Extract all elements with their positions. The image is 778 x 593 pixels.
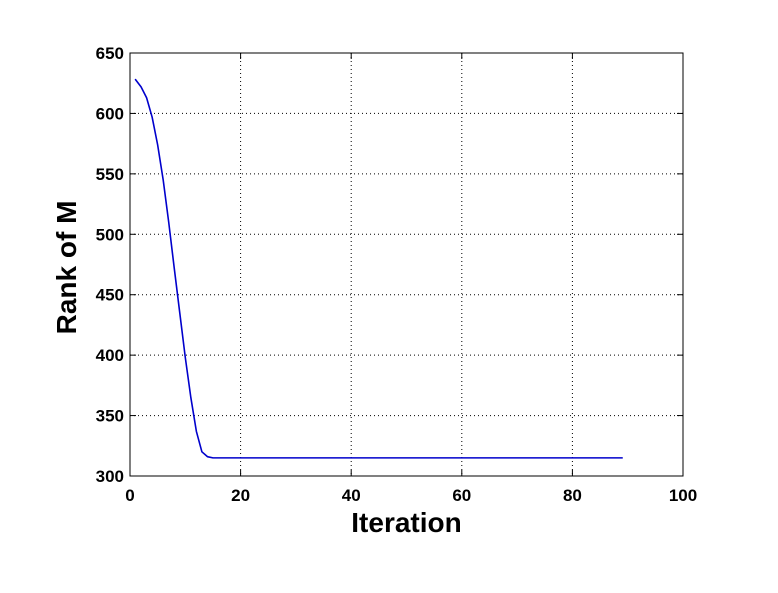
x-tick-label: 40 [342,486,361,505]
y-tick-label: 500 [96,225,124,244]
y-tick-label: 450 [96,286,124,305]
y-tick-label: 300 [96,467,124,486]
x-tick-label: 80 [563,486,582,505]
x-tick-label: 0 [125,486,134,505]
y-tick-label: 350 [96,407,124,426]
x-tick-label: 100 [669,486,697,505]
x-tick-label: 60 [452,486,471,505]
grid-lines [130,53,683,476]
series-line [134,78,623,459]
y-tick-label: 400 [96,346,124,365]
data-layer [134,78,623,459]
x-tick-label: 20 [231,486,250,505]
y-tick-label: 550 [96,165,124,184]
x-axis-label: Iteration [351,507,461,538]
y-tick-label: 650 [96,44,124,63]
y-tick-label: 600 [96,104,124,123]
y-axis-label: Rank of M [51,201,82,335]
plot-frame [129,52,684,477]
x-tick-labels: 0 20 40 60 80 100 [125,486,697,505]
y-tick-labels: 300 350 400 450 500 550 600 650 [96,44,124,486]
